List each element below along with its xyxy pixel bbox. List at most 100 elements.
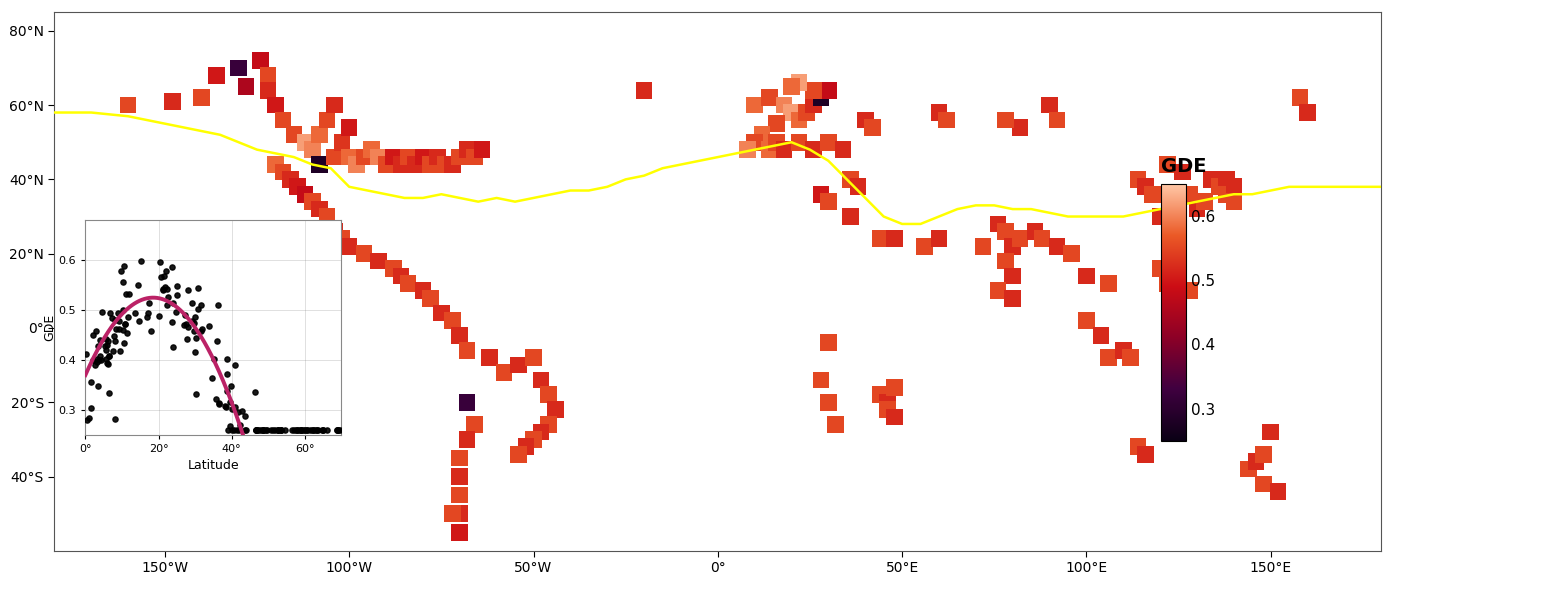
Point [217, 422, 242, 431]
Point [102, 315, 127, 324]
Bar [784, 78, 799, 95]
Y-axis label: GDE: GDE [43, 314, 56, 341]
Bar [776, 97, 793, 113]
Bar [414, 149, 431, 165]
Bar [1248, 453, 1265, 470]
Point [96, 351, 121, 360]
Bar [1256, 476, 1271, 492]
Point [112, 261, 137, 271]
Point [110, 305, 135, 315]
Bar [835, 141, 852, 158]
Bar [385, 149, 402, 165]
Bar [459, 431, 475, 448]
Point [84, 354, 109, 364]
Bar [1299, 104, 1316, 121]
Bar [452, 327, 469, 344]
Point [101, 346, 126, 356]
Point [214, 386, 239, 395]
Bar [805, 82, 823, 99]
Point [85, 355, 110, 365]
Point [292, 425, 317, 435]
Point [244, 425, 268, 435]
Bar [230, 59, 247, 76]
Point [81, 355, 106, 365]
Point [115, 312, 140, 322]
Bar [975, 238, 992, 255]
Bar [495, 364, 512, 381]
Point [306, 425, 331, 435]
Bar [813, 371, 829, 388]
Point [106, 308, 130, 318]
Point [244, 425, 268, 435]
Point [245, 425, 270, 435]
Point [295, 425, 320, 435]
Point [261, 425, 286, 435]
Point [326, 425, 351, 435]
Point [81, 330, 106, 340]
Point [222, 403, 247, 412]
Bar [165, 93, 180, 110]
Point [206, 300, 231, 310]
Bar [525, 349, 542, 366]
Point [203, 394, 228, 404]
Bar [1034, 231, 1051, 247]
Point [154, 266, 178, 275]
Bar [518, 438, 534, 455]
Bar [341, 149, 357, 165]
Point [79, 403, 104, 413]
Point [185, 283, 210, 293]
Point [242, 387, 267, 397]
Bar [459, 394, 475, 411]
Point [310, 425, 335, 435]
Point [112, 338, 137, 348]
Bar [532, 424, 549, 440]
Point [284, 425, 309, 435]
Bar [886, 409, 903, 425]
Point [230, 406, 255, 416]
Point [289, 425, 314, 435]
Point [290, 425, 315, 435]
Bar [747, 134, 764, 151]
Point [93, 345, 118, 355]
Point [95, 358, 120, 368]
Point [197, 321, 222, 331]
Bar [768, 115, 785, 132]
Point [165, 281, 189, 291]
Point [88, 355, 113, 365]
Bar [790, 134, 807, 151]
Bar [1049, 238, 1065, 255]
Bar [849, 179, 866, 195]
Point [244, 425, 268, 435]
Point [90, 307, 115, 317]
Point [116, 289, 141, 299]
Point [250, 425, 275, 435]
Bar [813, 186, 829, 203]
Point [104, 324, 129, 334]
Point [287, 425, 312, 435]
X-axis label: Latitude: Latitude [188, 459, 239, 472]
Point [154, 282, 178, 291]
Bar [459, 141, 475, 158]
Point [206, 398, 231, 408]
Point [205, 337, 230, 346]
Point [315, 425, 340, 435]
Bar [1063, 245, 1080, 262]
Point [95, 340, 120, 350]
Bar [371, 253, 386, 269]
Bar [996, 253, 1013, 269]
Bar [1226, 179, 1242, 195]
Bar [1079, 312, 1094, 329]
Bar [886, 231, 903, 247]
Bar [843, 171, 858, 188]
Bar [532, 371, 549, 388]
Bar [1100, 349, 1117, 366]
Bar [931, 104, 947, 121]
Point [175, 334, 200, 344]
Bar [267, 156, 284, 173]
Bar [1240, 461, 1257, 477]
Bar [473, 141, 490, 158]
Bar [548, 401, 563, 418]
Bar [760, 141, 778, 158]
Point [202, 354, 227, 364]
Bar [318, 111, 335, 129]
